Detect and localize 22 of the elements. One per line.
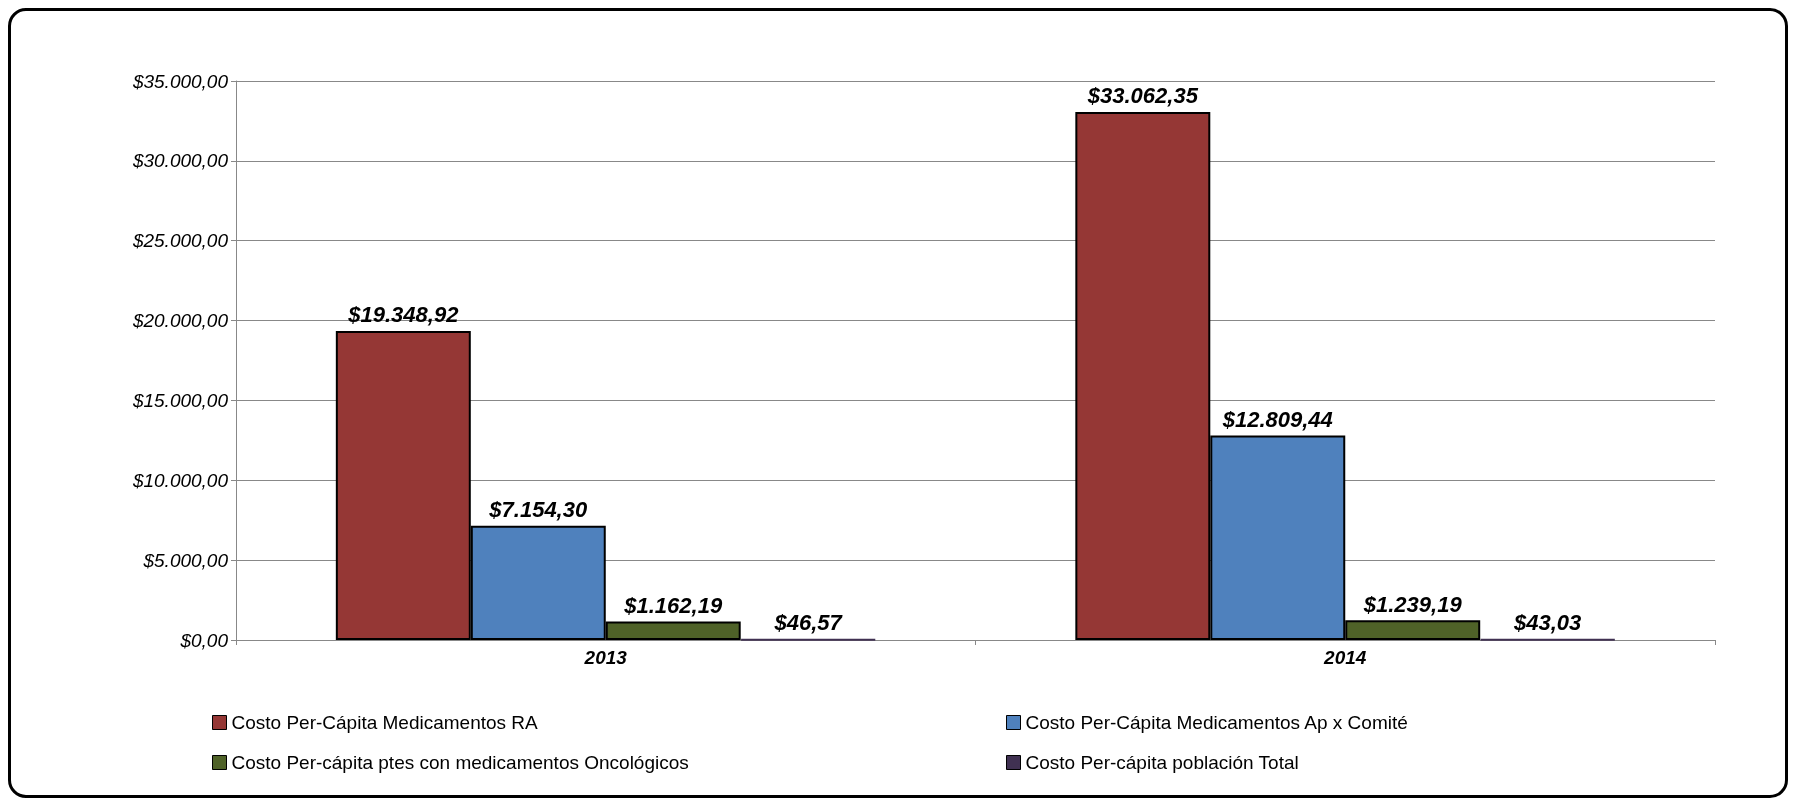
data-label: $33.062,35: [1086, 83, 1199, 109]
legend-label: Costo Per-cápita población Total: [1025, 752, 1299, 773]
legend-label: Costo Per-Cápita Medicamentos RA: [231, 712, 539, 733]
data-label: $19.348,92: [347, 302, 460, 328]
data-label: $43,03: [1513, 610, 1582, 636]
y-tick-label: $0,00: [179, 629, 229, 651]
y-tick-label: $10.000,00: [131, 469, 229, 491]
y-tick-label: $5.000,00: [142, 549, 229, 571]
y-tick-label: $25.000,00: [131, 230, 229, 252]
data-label: $1.239,19: [1362, 591, 1463, 617]
legend-label: Costo Per-cápita ptes con medicamentos Oncológicos: [231, 752, 689, 773]
y-tick-label: $15.000,00: [131, 389, 229, 411]
y-tick-label: $35.000,00: [131, 70, 229, 92]
legend-label: Costo Per-Cápita Medicamentos Ap x Comité: [1025, 712, 1408, 733]
data-label: $1.162,19: [623, 592, 723, 618]
data-label: $12.809,44: [1221, 406, 1333, 432]
x-tick-label: 2013: [583, 647, 628, 668]
y-tick-label: $30.000,00: [131, 150, 229, 172]
y-tick-label: $20.000,00: [131, 310, 229, 332]
data-label: $7.154,30: [488, 497, 588, 523]
data-label: $46,57: [773, 610, 844, 636]
x-tick-label: 2014: [1323, 647, 1367, 668]
